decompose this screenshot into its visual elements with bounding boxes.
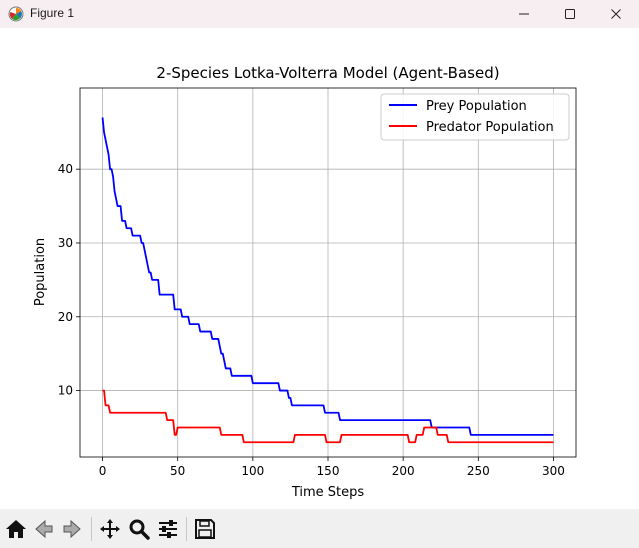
- predator-population-line: [102, 389, 554, 444]
- x-axis-ticks: 0 50 100 150 200 250 300: [99, 457, 565, 478]
- legend-box: [380, 93, 570, 141]
- close-button[interactable]: [593, 0, 639, 28]
- y-axis-ticks: 10 20 30 40: [58, 162, 80, 398]
- maximize-icon: [565, 9, 575, 19]
- legend: Prey Population Predator Population: [380, 93, 570, 141]
- zoom-icon: [129, 519, 150, 540]
- home-icon: [6, 520, 26, 538]
- x-tick-label: 150: [317, 464, 340, 478]
- legend-prey-label: Prey Population: [426, 99, 527, 114]
- x-tick-label: 250: [467, 464, 490, 478]
- chart-title: 2-Species Lotka-Volterra Model (Agent-Ba…: [156, 64, 499, 82]
- x-tick-label: 300: [542, 464, 565, 478]
- close-icon: [611, 9, 621, 19]
- x-tick-label: 0: [99, 464, 107, 478]
- y-tick-label: 40: [58, 162, 73, 176]
- y-axis-label: Population: [33, 238, 48, 306]
- line-chart: 0 50 100 150 200 250 300 10 20 30 40 2-Species Lo…: [33, 64, 577, 500]
- matplotlib-icon: [8, 6, 24, 22]
- pan-icon: [100, 519, 120, 539]
- forward-icon: [63, 519, 81, 539]
- prey-population-line: [101, 117, 554, 436]
- legend-predator-label: Predator Population: [426, 120, 554, 135]
- series-lines: [101, 117, 554, 444]
- x-tick-label: 200: [392, 464, 415, 478]
- save-icon: [195, 519, 215, 539]
- minimize-button[interactable]: [501, 0, 547, 28]
- y-tick-label: 20: [58, 310, 73, 324]
- configure-subplots-icon: [159, 520, 177, 538]
- window-titlebar: Figure 1: [0, 0, 639, 28]
- x-tick-label: 50: [170, 464, 185, 478]
- y-tick-label: 30: [58, 236, 73, 250]
- home-button[interactable]: [4, 517, 28, 541]
- back-icon: [35, 519, 53, 539]
- zoom-button[interactable]: [127, 517, 151, 541]
- x-tick-label: 100: [241, 464, 264, 478]
- back-button[interactable]: [32, 517, 56, 541]
- save-button[interactable]: [193, 517, 217, 541]
- navigation-toolbar: [0, 509, 639, 548]
- x-axis-label: Time Steps: [291, 485, 365, 500]
- forward-button[interactable]: [60, 517, 84, 541]
- toolbar-separator: [91, 517, 92, 541]
- window-title: Figure 1: [30, 6, 75, 20]
- maximize-button[interactable]: [547, 0, 593, 28]
- toolbar-separator: [186, 517, 187, 541]
- figure-canvas[interactable]: 0 50 100 150 200 250 300 10 20 30 40 2-Species Lo…: [0, 28, 639, 509]
- y-tick-label: 10: [58, 384, 73, 398]
- grid-lines: [80, 88, 576, 457]
- minimize-icon: [519, 13, 529, 15]
- configure-subplots-button[interactable]: [156, 517, 180, 541]
- pan-button[interactable]: [98, 517, 122, 541]
